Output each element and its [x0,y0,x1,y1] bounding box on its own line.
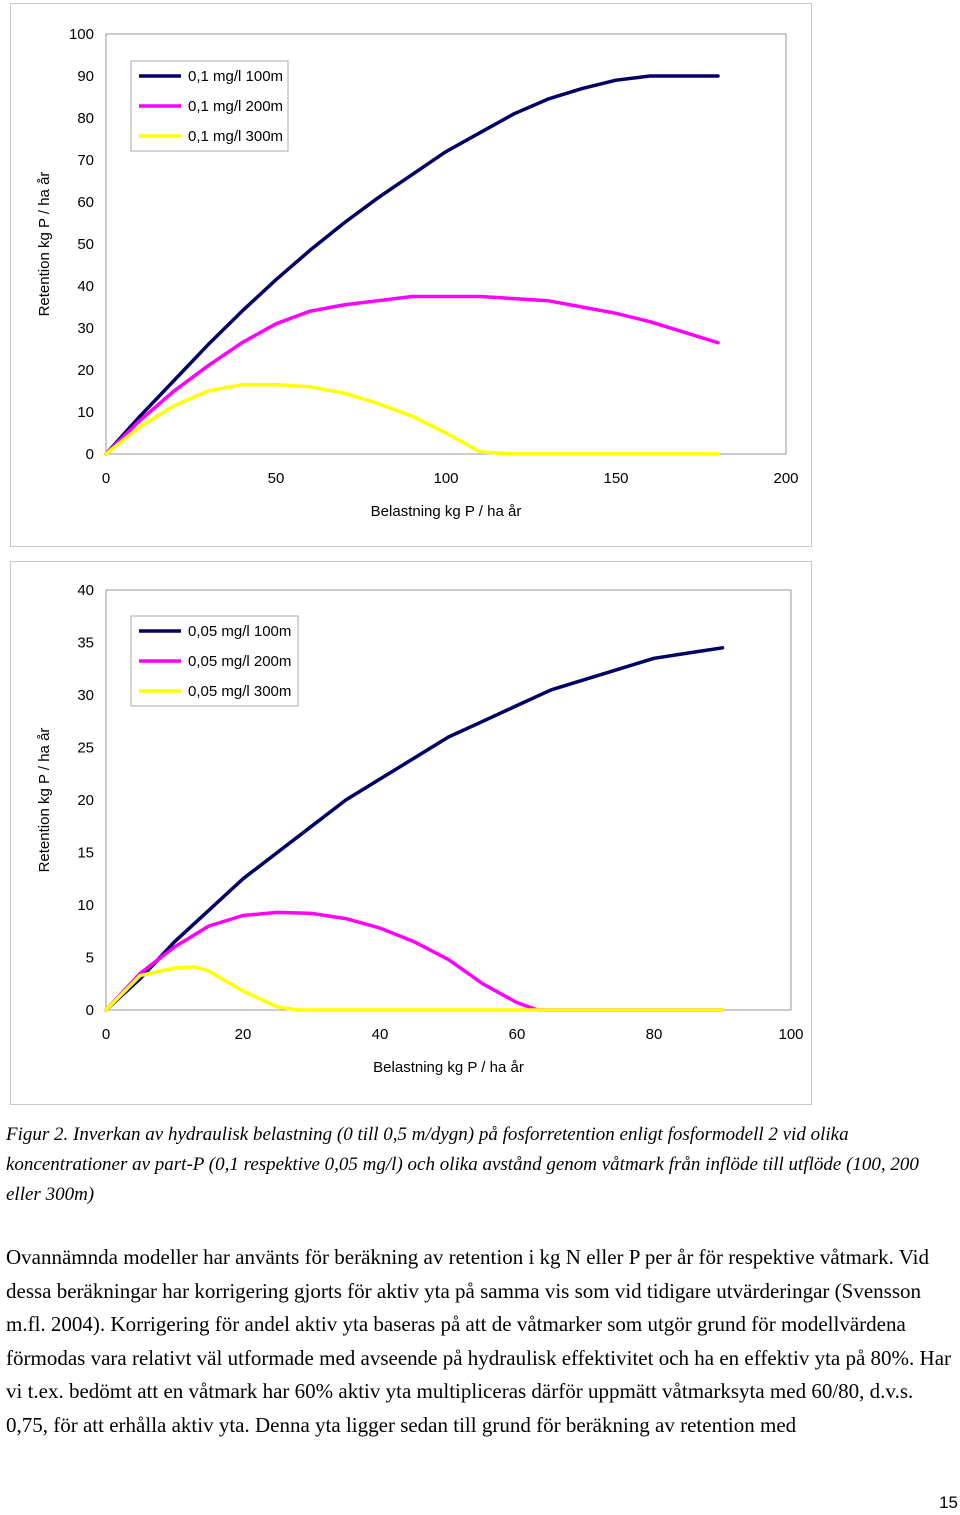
chart1-y-tick-label: 30 [77,320,94,337]
chart1-series-line-1 [104,74,720,456]
chart1-y-tick-label: 20 [77,362,94,379]
body-paragraph: Ovannämnda modeller har använts för berä… [6,1245,952,1437]
chart1-legend-label: 0,1 mg/l 100m [188,68,283,85]
chart1-y-tick-label: 100 [69,26,94,43]
chart1-x-tick-label: 150 [603,470,628,487]
chart1-legend-label: 0,1 mg/l 300m [188,128,283,145]
chart1-plot-area [105,33,787,455]
chart1-x-tick-label: 50 [268,470,285,487]
chart1-legend: 0,1 mg/l 100m 0,1 mg/l 200m 0,1 mg/l 300m [130,60,289,152]
chart2-y-tick-label: 10 [77,897,94,914]
chart2-y-tick-label: 0 [86,1002,94,1019]
chart2-y-tick-label: 25 [77,740,94,757]
chart2-x-tick-label: 100 [778,1026,803,1043]
chart-top-svg: 0 10 20 30 40 50 60 70 80 90 100 0 50 100 150 200 Belast… [36,26,799,520]
chart2-x-axis-title: Belastning kg P / ha år [373,1059,524,1076]
chart2-legend-label: 0,05 mg/l 200m [188,653,291,670]
chart1-y-tick-label: 80 [77,110,94,127]
chart1-y-tick-label: 60 [77,194,94,211]
chart2-series-line-1 [104,646,725,1012]
chart2-legend-label: 0,05 mg/l 100m [188,623,291,640]
chart1-y-tick-label: 0 [86,446,94,463]
chart1-y-tick-label: 90 [77,68,94,85]
chart2-y-tick-label: 40 [77,582,94,599]
chart1-y-axis-title: Retention kg P / ha år [36,172,53,317]
figure-caption-text: Inverkan av hydraulisk belastning (0 til… [6,1124,919,1205]
chart2-y-tick-label: 15 [77,845,94,862]
figure-caption: Figur 2. Inverkan av hydraulisk belastni… [6,1120,956,1210]
chart2-x-tick-label: 60 [509,1026,526,1043]
figure-caption-label: Figur 2. [6,1124,69,1145]
chart2-series-line-3 [104,965,725,1012]
chart1-y-tick-label: 40 [77,278,94,295]
chart2-y-tick-label: 35 [77,635,94,652]
chart1-y-tick-label: 50 [77,236,94,253]
chart1-x-tick-label: 0 [102,470,110,487]
chart2-y-tick-label: 20 [77,792,94,809]
chart1-x-tick-label: 200 [773,470,798,487]
chart1-y-tick-label: 10 [77,404,94,421]
chart2-x-tick-label: 40 [372,1026,389,1043]
chart2-x-tick-label: 80 [646,1026,663,1043]
chart1-x-axis-title: Belastning kg P / ha år [371,503,522,520]
chart1-series-line-2 [104,294,720,456]
chart2-x-tick-label: 0 [102,1026,110,1043]
page-number: 15 [939,1493,958,1512]
chart2-legend-label: 0,05 mg/l 300m [188,683,291,700]
chart1-x-tick-label: 100 [433,470,458,487]
chart2-series-line-2 [104,910,725,1012]
chart1-legend-label: 0,1 mg/l 200m [188,98,283,115]
chart-bottom: 0 5 10 15 20 25 30 35 40 0 20 40 60 80 100 Belastning k… [10,561,812,1105]
chart2-x-tick-label: 20 [235,1026,252,1043]
chart-top: 0 10 20 30 40 50 60 70 80 90 100 0 50 100 150 200 Belast… [10,3,812,547]
chart1-series-line-3 [104,382,720,456]
chart1-y-tick-label: 70 [77,152,94,169]
chart-bottom-svg: 0 5 10 15 20 25 30 35 40 0 20 40 60 80 100 Belastning k… [36,582,804,1076]
chart2-y-axis-title: Retention kg P / ha år [36,728,53,873]
chart2-legend: 0,05 mg/l 100m 0,05 mg/l 200m 0,05 mg/l 30… [130,615,299,707]
chart2-y-tick-label: 5 [86,950,94,967]
chart2-y-tick-label: 30 [77,687,94,704]
